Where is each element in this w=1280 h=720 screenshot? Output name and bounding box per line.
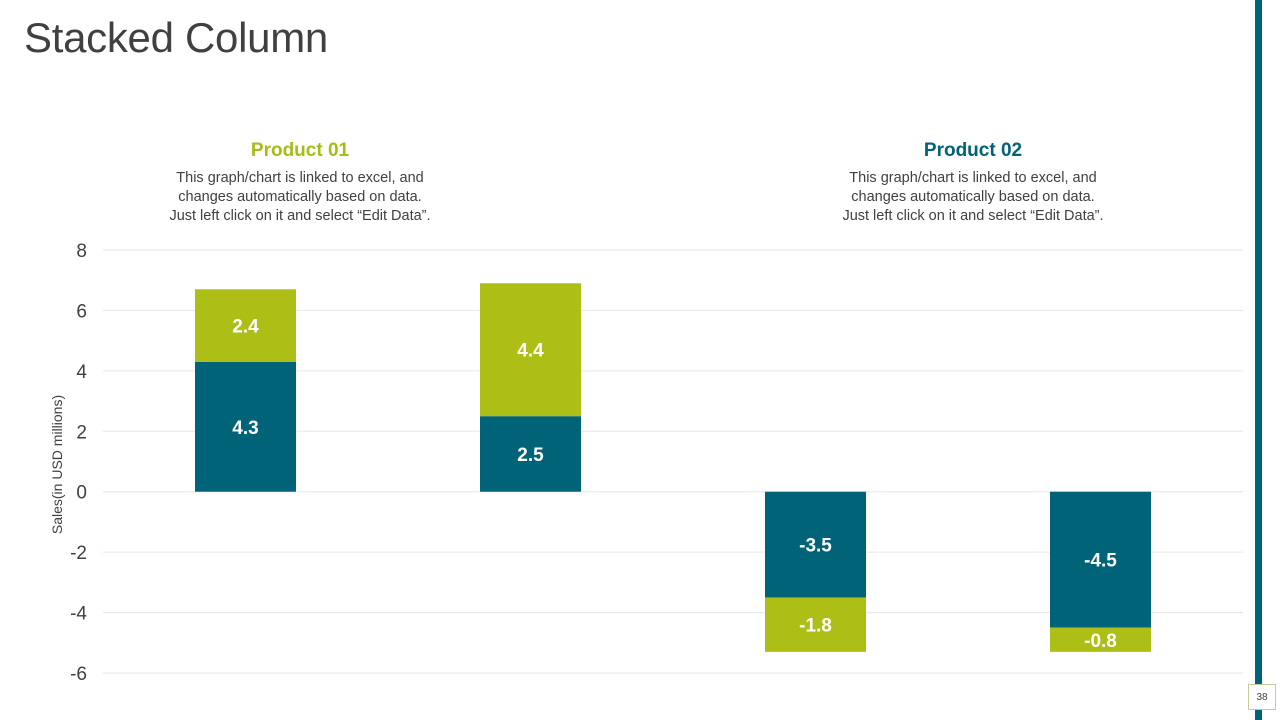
data-label: -0.8: [1084, 631, 1117, 652]
product-01-callout: Product 01 This graph/chart is linked to…: [130, 140, 470, 226]
product-02-description: This graph/chart is linked to excel, and…: [842, 170, 1104, 224]
bar-segment: [765, 491, 866, 598]
bar-segment: [195, 289, 296, 362]
y-tick-label: 4: [76, 362, 87, 383]
bar-segment: [1050, 627, 1151, 652]
bar-segment: [195, 361, 296, 492]
product-02-title: Product 02: [923, 140, 1023, 161]
product-01-title: Product 01: [250, 140, 350, 161]
y-tick-label: -4: [70, 604, 87, 625]
y-tick-label: 0: [76, 483, 87, 504]
data-label: -3.5: [799, 536, 832, 557]
y-tick-label: 2: [76, 422, 87, 443]
page-number: 38: [1248, 684, 1276, 710]
slide-title: Stacked Column: [24, 14, 328, 61]
data-label: 2.5: [517, 445, 544, 466]
bar-segment: [1050, 491, 1151, 628]
bar-segment: [480, 416, 581, 492]
bar-segment: [765, 597, 866, 652]
y-tick-label: 8: [76, 241, 87, 262]
y-axis-label: Sales(in USD millions): [49, 395, 65, 534]
accent-bar: [1255, 0, 1262, 720]
product-02-callout: Product 02 This graph/chart is linked to…: [803, 140, 1143, 226]
product-01-description: This graph/chart is linked to excel, and…: [169, 170, 431, 224]
data-label: -1.8: [799, 616, 832, 637]
y-tick-label: 6: [76, 301, 87, 322]
data-label: -4.5: [1084, 551, 1117, 572]
data-label: 4.3: [232, 418, 258, 439]
data-label: 4.4: [517, 341, 544, 362]
data-label: 2.4: [232, 317, 259, 338]
bar-segment: [480, 283, 581, 417]
stacked-column-chart[interactable]: 8 6 4 2 0 -2 -4 -6 Sales(in USD millions) 4.3 2.4 2…: [0, 0, 1250, 720]
y-tick-label: -2: [70, 543, 87, 564]
y-tick-label: -6: [70, 664, 87, 685]
